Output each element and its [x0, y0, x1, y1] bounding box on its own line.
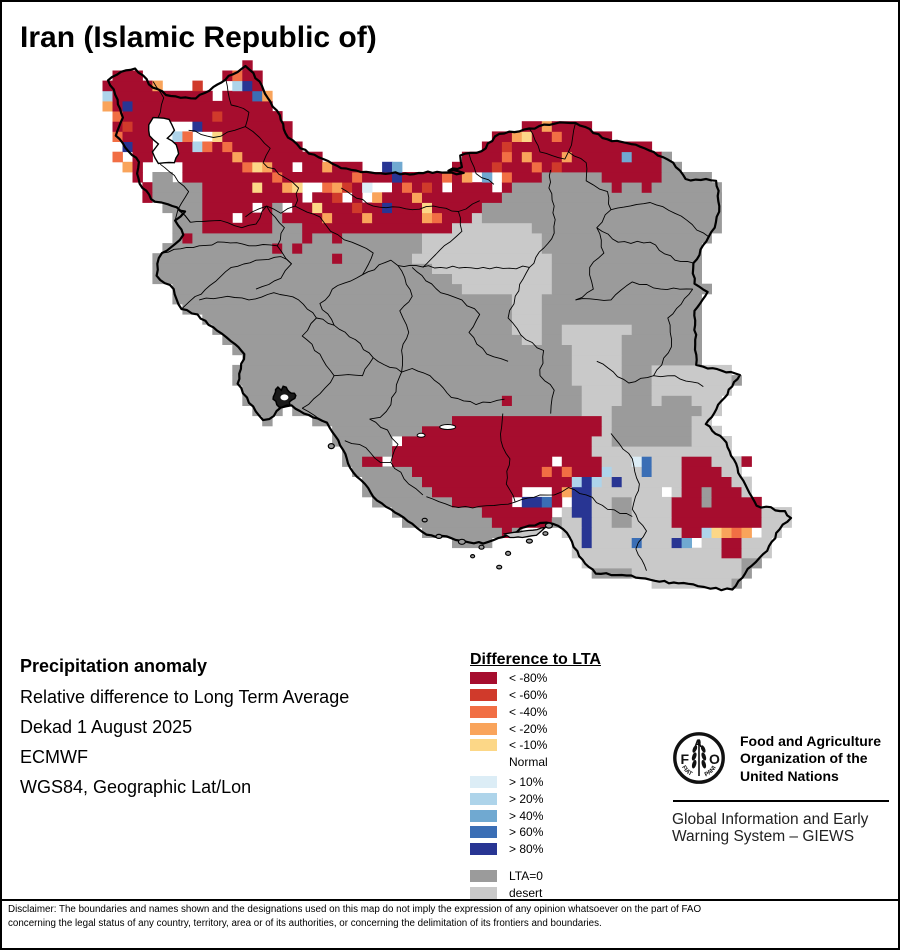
svg-text:F: F — [681, 751, 690, 767]
svg-text:O: O — [709, 751, 720, 767]
